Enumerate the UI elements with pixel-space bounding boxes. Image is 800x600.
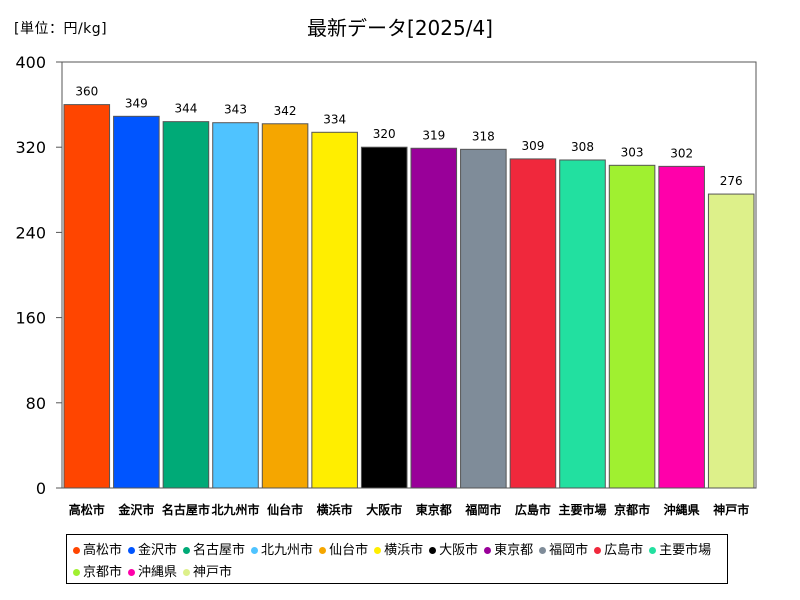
x-tick-label: 高松市 <box>69 502 105 517</box>
y-tick-label: 160 <box>15 309 46 328</box>
chart-title: 最新データ[2025/4] <box>307 16 493 40</box>
bar-4 <box>212 122 259 489</box>
legend-swatch <box>319 547 327 554</box>
legend-label: 京都市 <box>83 565 123 580</box>
legend-swatch <box>429 547 437 554</box>
data-label: 276 <box>720 174 743 188</box>
legend-swatch <box>251 547 259 554</box>
x-tick-label: 東京都 <box>416 502 452 517</box>
legend-swatch <box>183 569 191 576</box>
legend-item: 金沢市 <box>128 541 177 561</box>
legend-label: 東京都 <box>494 543 534 558</box>
legend-swatch <box>594 547 602 554</box>
legend-label: 神戸市 <box>193 565 233 580</box>
x-tick-label: 北九州市 <box>211 502 259 517</box>
x-tick-label: 主要市場 <box>558 502 606 517</box>
data-label: 334 <box>323 112 346 126</box>
legend-label: 北九州市 <box>261 543 314 558</box>
y-tick-label: 400 <box>15 53 46 72</box>
legend-label: 名古屋市 <box>193 543 246 558</box>
data-label: 308 <box>571 140 594 154</box>
x-tick-label: 仙台市 <box>267 502 303 517</box>
chart-legend: 高松市 金沢市 名古屋市 北九州市 仙台市 横浜市 大阪市 東京都 福岡市 広島市 主要市場京都市沖… <box>66 534 728 584</box>
data-label: 349 <box>125 96 148 110</box>
data-label: 320 <box>373 127 396 141</box>
bar-2 <box>113 115 160 489</box>
legend-item: 仙台市 <box>319 541 368 561</box>
legend-item: 名古屋市 <box>183 541 245 561</box>
bar-8 <box>410 147 458 489</box>
data-label: 343 <box>224 103 247 117</box>
legend-swatch <box>73 547 80 554</box>
x-tick-label: 名古屋市 <box>162 502 210 517</box>
legend-swatch <box>539 547 547 554</box>
bar-1 <box>63 104 111 489</box>
bar-3 <box>162 121 210 489</box>
legend-item: 東京都 <box>484 541 533 561</box>
data-label: 309 <box>521 139 544 153</box>
legend-swatch <box>128 569 136 576</box>
legend-label: 主要市場 <box>659 543 712 558</box>
bar-6 <box>311 131 358 489</box>
bar-10 <box>509 158 557 489</box>
legend-item: 神戸市 <box>183 563 232 583</box>
data-label: 342 <box>274 104 297 118</box>
legend-item: 福岡市 <box>539 541 588 561</box>
y-tick-label: 240 <box>15 223 46 242</box>
legend-label: 金沢市 <box>138 543 178 558</box>
bar-14 <box>707 193 755 489</box>
data-label: 344 <box>174 102 197 116</box>
bar-7 <box>360 146 408 489</box>
unit-label: [単位：円/kg] <box>14 21 108 37</box>
legend-item: 大阪市 <box>429 541 478 561</box>
x-tick-label: 福岡市 <box>464 502 501 517</box>
bar-9 <box>460 148 507 489</box>
y-tick-label: 320 <box>15 138 46 157</box>
legend-label: 沖縄県 <box>138 565 178 580</box>
legend-item: 沖縄県 <box>128 563 177 583</box>
y-tick-label: 80 <box>26 394 46 413</box>
bar-13 <box>658 165 705 489</box>
legend-label: 横浜市 <box>384 543 424 558</box>
bar-5 <box>261 123 309 489</box>
legend-label: 仙台市 <box>329 543 369 558</box>
x-tick-label: 沖縄県 <box>664 502 700 517</box>
legend-item: 北九州市 <box>251 541 313 561</box>
legend-item: 横浜市 <box>374 541 423 561</box>
x-tick-label: 横浜市 <box>317 502 353 517</box>
x-tick-label: 広島市 <box>515 502 551 517</box>
y-tick-label: 0 <box>36 479 46 498</box>
legend-swatch <box>128 547 136 554</box>
data-label: 360 <box>75 85 98 99</box>
legend-label: 高松市 <box>83 543 123 558</box>
x-tick-label: 大阪市 <box>366 502 402 517</box>
legend-swatch <box>183 547 191 554</box>
legend-label: 福岡市 <box>549 543 589 558</box>
data-label: 318 <box>472 129 495 143</box>
data-label: 302 <box>670 146 693 160</box>
legend-item: 京都市 <box>73 563 122 583</box>
x-tick-label: 金沢市 <box>117 502 154 517</box>
legend-swatch <box>484 547 492 554</box>
legend-label: 大阪市 <box>439 543 479 558</box>
data-label: 303 <box>621 145 644 159</box>
bar-12 <box>608 164 656 489</box>
legend-item: 主要市場 <box>649 541 711 561</box>
legend-swatch <box>374 547 382 554</box>
x-tick-label: 京都市 <box>614 502 650 517</box>
legend-swatch <box>649 547 657 554</box>
bar-11 <box>559 159 606 489</box>
data-label: 319 <box>422 128 445 142</box>
legend-item: 広島市 <box>594 541 643 561</box>
legend-item: 高松市 <box>73 541 122 561</box>
legend-swatch <box>73 569 80 576</box>
x-tick-label: 神戸市 <box>713 502 749 517</box>
legend-label: 広島市 <box>604 543 644 558</box>
